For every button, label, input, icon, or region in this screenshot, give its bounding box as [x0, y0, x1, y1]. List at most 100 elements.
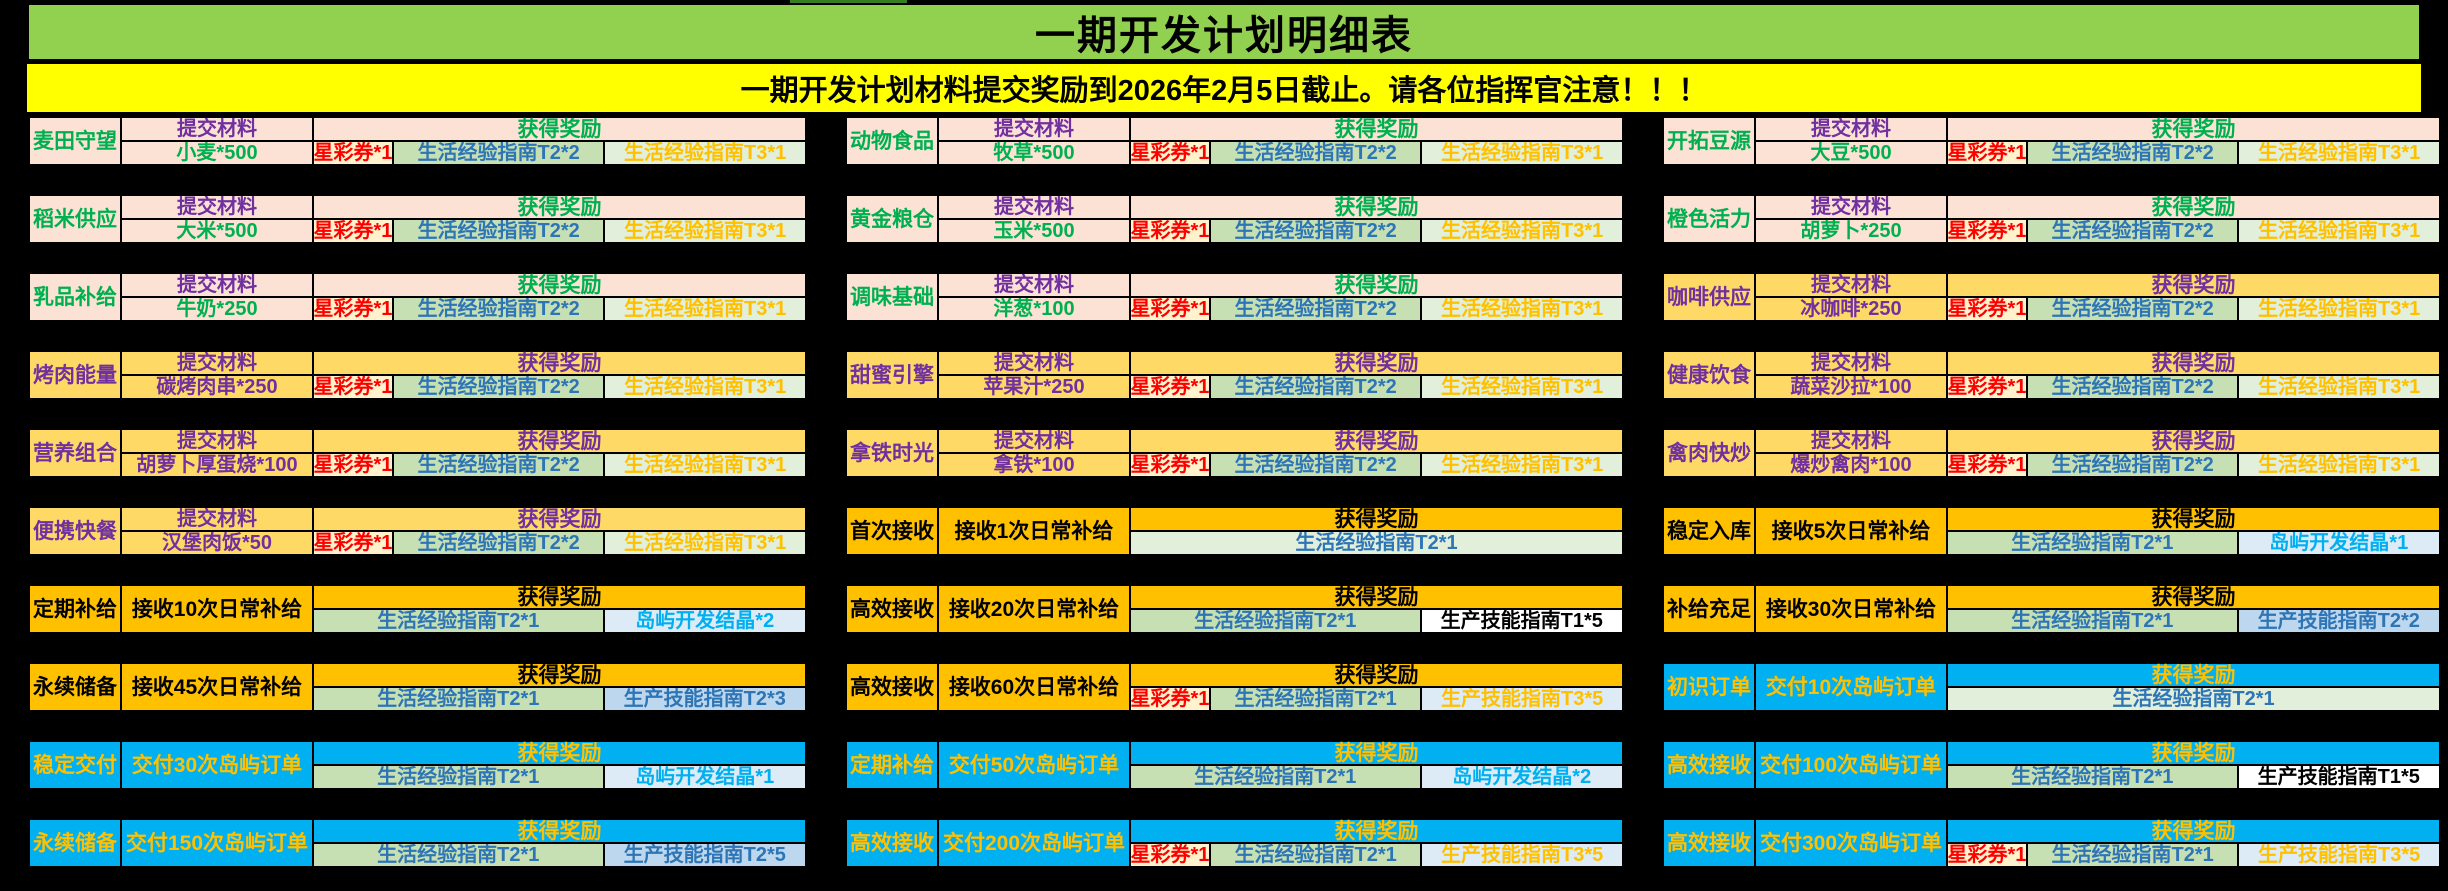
reward-header: 获得奖励 [1131, 820, 1622, 844]
reward-header: 获得奖励 [314, 742, 805, 766]
plan-name: 健康饮食 [1664, 352, 1756, 398]
goal-plan-block: 高效接收 交付100次岛屿订单 获得奖励 生活经验指南T2*1 生产技能指南T1*5 [1661, 739, 2442, 791]
reward-item: 生产技能指南T2*3 [602, 688, 805, 710]
rewards-area: 获得奖励 生活经验指南T2*1 生产技能指南T1*5 [1948, 742, 2439, 788]
reward-header: 获得奖励 [1131, 586, 1622, 610]
submit-material-header: 提交材料 [122, 196, 312, 220]
reward-item: 星彩券*1 [314, 298, 392, 320]
page-title: 一期开发计划明细表 [27, 3, 2421, 61]
material-column: 提交材料 牛奶*250 [122, 274, 314, 320]
material-column: 提交材料 玉米*500 [939, 196, 1131, 242]
reward-item: 生活经验指南T2*1 [2025, 844, 2238, 866]
reward-header: 获得奖励 [1131, 742, 1622, 766]
rewards-area: 获得奖励 星彩券*1 生活经验指南T2*1 生产技能指南T3*5 [1131, 820, 1622, 866]
reward-cells: 星彩券*1 生活经验指南T2*1 生产技能指南T3*5 [1131, 844, 1622, 866]
reward-header: 获得奖励 [314, 274, 805, 298]
material-column: 提交材料 苹果汁*250 [939, 352, 1131, 398]
reward-header: 获得奖励 [314, 352, 805, 376]
reward-item: 生活经验指南T3*1 [603, 532, 805, 554]
material-column: 提交材料 胡萝卜*250 [1756, 196, 1948, 242]
material-plan-block: 稻米供应 提交材料 大米*500 获得奖励 星彩券*1 生活经验指南T2*2 生活经验指南T… [27, 193, 808, 245]
rewards-area: 获得奖励 生活经验指南T2*1 岛屿开发结晶*2 [314, 586, 805, 632]
goal-plan-block: 稳定交付 交付30次岛屿订单 获得奖励 生活经验指南T2*1 岛屿开发结晶*1 [27, 739, 808, 791]
rewards-area: 获得奖励 星彩券*1 生活经验指南T2*2 生活经验指南T3*1 [314, 352, 805, 398]
goal-cell: 接收5次日常补给 [1756, 508, 1948, 554]
reward-header: 获得奖励 [314, 820, 805, 844]
reward-cells: 星彩券*1 生活经验指南T2*2 生活经验指南T3*1 [1131, 220, 1622, 242]
goal-cell: 接收10次日常补给 [122, 586, 314, 632]
material-item: 小麦*500 [176, 142, 258, 164]
material-plan-block: 禽肉快炒 提交材料 爆炒禽肉*100 获得奖励 星彩券*1 生活经验指南T2*2 生活经验指… [1661, 427, 2442, 479]
reward-item: 岛屿开发结晶*2 [1419, 766, 1622, 788]
goal-plan-block: 永续储备 交付150次岛屿订单 获得奖励 生活经验指南T2*1 生产技能指南T2*5 [27, 817, 808, 869]
reward-item: 生活经验指南T2*2 [1208, 298, 1421, 320]
reward-cells: 星彩券*1 生活经验指南T2*2 生活经验指南T3*1 [1948, 142, 2439, 164]
submit-material-header: 提交材料 [939, 274, 1129, 298]
material-column: 提交材料 牧草*500 [939, 118, 1131, 164]
reward-item: 生活经验指南T3*1 [603, 220, 805, 242]
material-plan-block: 乳品补给 提交材料 牛奶*250 获得奖励 星彩券*1 生活经验指南T2*2 生活经验指南T… [27, 271, 808, 323]
reward-item: 岛屿开发结晶*1 [2236, 532, 2439, 554]
reward-header: 获得奖励 [1948, 352, 2439, 376]
reward-cells: 生活经验指南T2*1 岛屿开发结晶*2 [1131, 766, 1622, 788]
rewards-area: 获得奖励 星彩券*1 生活经验指南T2*2 生活经验指南T3*1 [1948, 274, 2439, 320]
plan-name: 补给充足 [1664, 586, 1756, 632]
reward-header: 获得奖励 [1131, 664, 1622, 688]
material-plan-block: 拿铁时光 提交材料 拿铁*100 获得奖励 星彩券*1 生活经验指南T2*2 生活经验指南T… [844, 427, 1625, 479]
reward-item: 生活经验指南T3*1 [2237, 142, 2439, 164]
plan-name: 永续储备 [30, 664, 122, 710]
reward-item: 生产技能指南T1*5 [2236, 766, 2439, 788]
reward-cells: 星彩券*1 生活经验指南T2*2 生活经验指南T3*1 [1948, 454, 2439, 476]
reward-cells: 星彩券*1 生活经验指南T2*1 生产技能指南T3*5 [1131, 688, 1622, 710]
plan-name: 动物食品 [847, 118, 939, 164]
submit-material-header: 提交材料 [1756, 430, 1946, 454]
rewards-area: 获得奖励 星彩券*1 生活经验指南T2*2 生活经验指南T3*1 [1948, 352, 2439, 398]
reward-item: 生产技能指南T2*2 [2236, 610, 2439, 632]
reward-cells: 星彩券*1 生活经验指南T2*2 生活经验指南T3*1 [1948, 220, 2439, 242]
reward-item: 星彩券*1 [1131, 298, 1209, 320]
reward-item: 生活经验指南T2*1 [1131, 610, 1420, 632]
reward-item: 生活经验指南T2*1 [1131, 532, 1622, 554]
plan-name: 首次接收 [847, 508, 939, 554]
plan-name: 高效接收 [847, 820, 939, 866]
reward-header: 获得奖励 [1948, 118, 2439, 142]
plan-name: 高效接收 [847, 664, 939, 710]
reward-item: 生活经验指南T3*1 [2237, 220, 2439, 242]
goal-plan-block: 定期补给 接收10次日常补给 获得奖励 生活经验指南T2*1 岛屿开发结晶*2 [27, 583, 808, 635]
reward-item: 生活经验指南T3*1 [603, 454, 805, 476]
plan-name: 高效接收 [1664, 820, 1756, 866]
reward-item: 星彩券*1 [1948, 376, 2026, 398]
material-item: 牧草*500 [993, 142, 1075, 164]
reward-header: 获得奖励 [314, 664, 805, 688]
submit-material-header: 提交材料 [1756, 118, 1946, 142]
reward-item: 生活经验指南T2*2 [391, 220, 604, 242]
reward-cells: 星彩券*1 生活经验指南T2*2 生活经验指南T3*1 [314, 142, 805, 164]
reward-item: 星彩券*1 [1131, 688, 1209, 710]
reward-header: 获得奖励 [314, 118, 805, 142]
reward-header: 获得奖励 [314, 430, 805, 454]
reward-item: 星彩券*1 [1131, 142, 1209, 164]
material-item: 洋葱*100 [993, 298, 1075, 320]
rewards-area: 获得奖励 星彩券*1 生活经验指南T2*2 生活经验指南T3*1 [1131, 118, 1622, 164]
reward-cells: 星彩券*1 生活经验指南T2*1 生产技能指南T3*5 [1948, 844, 2439, 866]
reward-item: 生活经验指南T2*2 [2025, 376, 2238, 398]
reward-item: 星彩券*1 [1131, 220, 1209, 242]
material-plan-block: 烤肉能量 提交材料 碳烤肉串*250 获得奖励 星彩券*1 生活经验指南T2*2 生活经验指… [27, 349, 808, 401]
goal-cell: 交付150次岛屿订单 [122, 820, 314, 866]
material-plan-block: 便携快餐 提交材料 汉堡肉饭*50 获得奖励 星彩券*1 生活经验指南T2*2 生活经验指南… [27, 505, 808, 557]
sheet-column-2: 动物食品 提交材料 牧草*500 获得奖励 星彩券*1 生活经验指南T2*2 生活经验指南T… [844, 115, 1625, 869]
notice-banner: 一期开发计划材料提交奖励到2026年2月5日截止。请各位指挥官注意！！！ [27, 64, 2421, 112]
goal-cell: 交付200次岛屿订单 [939, 820, 1131, 866]
reward-item: 星彩券*1 [1948, 844, 2026, 866]
rewards-area: 获得奖励 生活经验指南T2*1 岛屿开发结晶*2 [1131, 742, 1622, 788]
reward-cells: 星彩券*1 生活经验指南T2*2 生活经验指南T3*1 [314, 454, 805, 476]
reward-item: 生产技能指南T3*5 [2237, 844, 2439, 866]
reward-cells: 生活经验指南T2*1 岛屿开发结晶*1 [314, 766, 805, 788]
material-column: 提交材料 胡萝卜厚蛋烧*100 [122, 430, 314, 476]
material-column: 提交材料 汉堡肉饭*50 [122, 508, 314, 554]
reward-cells: 星彩券*1 生活经验指南T2*2 生活经验指南T3*1 [1131, 298, 1622, 320]
reward-item: 生活经验指南T2*2 [391, 298, 604, 320]
rewards-area: 获得奖励 生活经验指南T2*1 生产技能指南T2*5 [314, 820, 805, 866]
material-plan-block: 黄金粮仓 提交材料 玉米*500 获得奖励 星彩券*1 生活经验指南T2*2 生活经验指南T… [844, 193, 1625, 245]
goal-plan-block: 初识订单 交付10次岛屿订单 获得奖励 生活经验指南T2*1 [1661, 661, 2442, 713]
